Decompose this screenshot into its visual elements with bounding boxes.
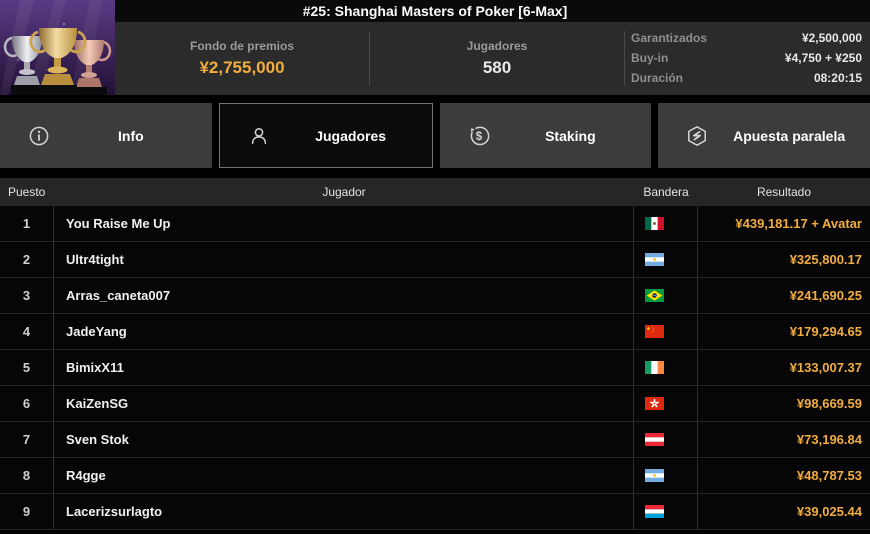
flag-cell [634,350,698,385]
rank-cell: 3 [0,278,54,313]
trophy-image [0,0,115,95]
result-cell: ¥48,787.53 [796,468,862,483]
column-header-resultado: Resultado [756,185,812,199]
tab-jugadores[interactable]: Jugadores [218,103,433,168]
result-cell: ¥98,669.59 [796,396,862,411]
result-cell: ¥325,800.17 [789,252,862,267]
player-name-cell: Lacerizsurlagto [54,494,634,529]
players-label: Jugadores [466,39,528,53]
tab-apuesta-paralela[interactable]: Apuesta paralela [658,103,870,168]
detail-row: Garantizados ¥2,500,000 [631,29,862,48]
table-row: 9 Lacerizsurlagto ¥39,025.44 [0,494,870,530]
tab-label: Apuesta paralela [733,127,846,144]
tournament-details: Garantizados ¥2,500,000 Buy-in ¥4,750 + ¥… [625,22,870,95]
detail-value: ¥2,500,000 [801,31,862,45]
result-cell: ¥73,196.84 [796,432,862,447]
tab-info[interactable]: Info [0,103,212,168]
result-cell: ¥133,007.37 [789,360,862,375]
result-cell: ¥179,294.65 [789,324,862,339]
detail-label: Buy-in [631,51,669,65]
svg-text:$: $ [475,131,482,143]
flag-cell [634,422,698,457]
dollar-circle-icon: $ [468,125,490,147]
tab-label: Jugadores [315,127,387,144]
rank-cell: 5 [0,350,54,385]
table-row: 1 You Raise Me Up ¥439,181.17 + Avatar [0,206,870,242]
divider [369,31,370,86]
player-name-cell: Arras_caneta007 [54,278,634,313]
player-name-cell: KaiZenSG [54,386,634,421]
table-row: 8 R4gge ¥48,787.53 [0,458,870,494]
flag-cell [634,206,698,241]
player-name-cell: Sven Stok [54,422,634,457]
flag-cell [634,278,698,313]
flag-cell [634,386,698,421]
flag-cell [634,242,698,277]
column-header-jugador: Jugador [322,185,366,199]
tab-label: Staking [545,127,596,144]
mexico-flag-icon [645,217,664,230]
hexagon-bolt-icon [686,125,708,147]
table-row: 2 Ultr4tight ¥325,800.17 [0,242,870,278]
result-cell: ¥439,181.17 + Avatar [735,216,862,231]
result-cell: ¥241,690.25 [789,288,862,303]
rank-cell: 4 [0,314,54,349]
china-flag-icon [645,325,664,338]
page-title: #25: Shanghai Masters of Poker [6-Max] [302,3,568,19]
table-row: 4 JadeYang ¥179,294.65 [0,314,870,350]
rank-cell: 6 [0,386,54,421]
player-name-cell: You Raise Me Up [54,206,634,241]
table-header: Puesto Jugador Bandera Resultado [0,178,870,206]
info-icon [28,125,50,147]
player-name-cell: JadeYang [54,314,634,349]
prize-pool-block: Fondo de premios ¥2,755,000 [115,22,369,95]
players-value: 580 [482,58,512,77]
tournament-stats: Fondo de premios ¥2,755,000 Jugadores 58… [115,22,870,95]
tab-label: Info [118,127,144,144]
result-cell: ¥39,025.44 [796,504,862,519]
argentina-flag-icon [645,469,664,482]
tournament-header: #25: Shanghai Masters of Poker [6-Max] F… [0,0,870,95]
argentina-flag-icon [645,253,664,266]
detail-value: 08:20:15 [813,71,862,85]
results-list[interactable]: 1 You Raise Me Up ¥439,181.17 + Avatar 2 … [0,206,870,530]
detail-row: Duración 08:20:15 [631,69,862,88]
flag-cell [634,494,698,529]
table-row: 5 BimixX11 ¥133,007.37 [0,350,870,386]
rank-cell: 7 [0,422,54,457]
ireland-flag-icon [645,361,664,374]
player-icon [248,125,270,147]
rank-cell: 1 [0,206,54,241]
player-name-cell: R4gge [54,458,634,493]
detail-label: Garantizados [631,31,708,45]
brazil-flag-icon [645,289,664,302]
flag-cell [634,458,698,493]
prize-pool-label: Fondo de premios [189,39,294,53]
player-name-cell: Ultr4tight [54,242,634,277]
rank-cell: 8 [0,458,54,493]
title-bar: #25: Shanghai Masters of Poker [6-Max] [115,0,870,22]
detail-row: Buy-in ¥4,750 + ¥250 [631,49,862,68]
table-row: 7 Sven Stok ¥73,196.84 [0,422,870,458]
detail-label: Duración [631,71,684,85]
table-row: 3 Arras_caneta007 ¥241,690.25 [0,278,870,314]
flag-cell [634,314,698,349]
austria-flag-icon [645,433,664,446]
column-header-bandera: Bandera [643,185,689,199]
hong-kong-flag-icon [645,397,664,410]
table-row: 6 KaiZenSG ¥98,669.59 [0,386,870,422]
detail-value: ¥4,750 + ¥250 [784,51,862,65]
tab-bar: Info Jugadores $ Staking Apuesta paralela [0,103,870,168]
prize-pool-value: ¥2,755,000 [199,58,285,77]
player-name-cell: BimixX11 [54,350,634,385]
rank-cell: 2 [0,242,54,277]
rank-cell: 9 [0,494,54,529]
players-block: Jugadores 580 [370,22,624,95]
tab-staking[interactable]: $ Staking [439,103,652,168]
column-header-puesto: Puesto [8,185,46,199]
divider [624,31,625,86]
luxembourg-flag-icon [645,505,664,518]
